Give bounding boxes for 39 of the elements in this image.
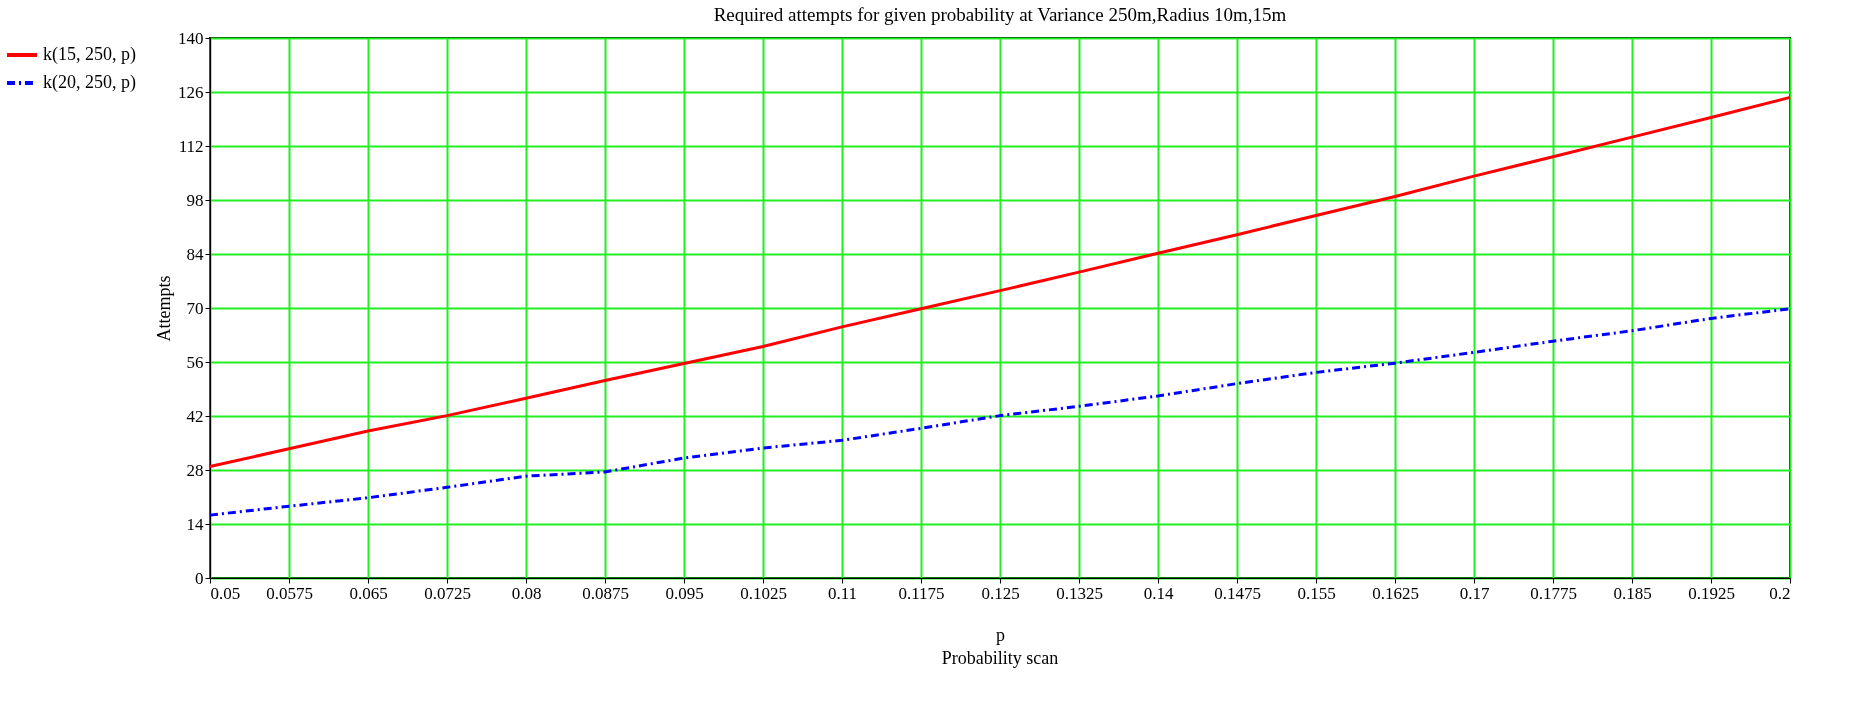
x-tick-label: 0.065 xyxy=(349,583,388,603)
y-tick-label: 14 xyxy=(186,514,204,534)
x-tick-label: 0.155 xyxy=(1297,583,1336,603)
line-series xyxy=(208,95,1792,469)
x-tick-label: 0.0875 xyxy=(582,583,629,603)
y-tick-label: 28 xyxy=(186,460,204,480)
y-tick-label: 140 xyxy=(178,28,204,48)
legend-label: k(15, 250, p) xyxy=(43,44,136,65)
y-tick-label: 42 xyxy=(186,406,204,426)
text: Probability scan xyxy=(941,648,1059,668)
x-tick-label: 0.11 xyxy=(827,583,858,603)
x-tick-label: 0.1775 xyxy=(1530,583,1577,603)
x-tick-label: 0.1925 xyxy=(1688,583,1735,603)
x-tick-label: 0.1325 xyxy=(1056,583,1103,603)
x-tick-label: 0.0575 xyxy=(266,583,313,603)
y-tick-label: 56 xyxy=(186,352,204,372)
x-axis-title: p xyxy=(996,624,1005,645)
x-tick-label: 0.08 xyxy=(511,583,542,603)
x-tick-label: 0.125 xyxy=(981,583,1020,603)
x-tick-label: 0.0725 xyxy=(424,583,471,603)
x-tick-label: 0.1475 xyxy=(1214,583,1261,603)
y-tick-label: 84 xyxy=(186,244,204,264)
y-tick-label: 112 xyxy=(178,136,204,156)
x-tick-label: 0.1025 xyxy=(740,583,787,603)
x-tick-label: 0.17 xyxy=(1459,583,1490,603)
y-axis-title: Attempts xyxy=(154,275,174,342)
y-tick-label: 98 xyxy=(186,190,204,210)
y-tick-label: 126 xyxy=(178,82,204,102)
chart-title: Required attempts for given probability at Variance 250m,Radius 10m,15m xyxy=(713,4,1287,25)
x-tick-label: 0.1175 xyxy=(898,583,945,603)
legend-label: k(20, 250, p) xyxy=(43,72,136,93)
y-tick-label: 70 xyxy=(186,298,204,318)
x-tick-label: 0.095 xyxy=(665,583,704,603)
x-tick-label: 0.185 xyxy=(1613,583,1652,603)
x-tick-label: 0.14 xyxy=(1143,583,1174,603)
x-tick-label: 0.05 xyxy=(210,583,241,603)
x-tick-label: 0.1625 xyxy=(1372,583,1419,603)
y-tick-label: 0 xyxy=(195,568,204,588)
x-tick-label: 0.2 xyxy=(1769,583,1791,603)
